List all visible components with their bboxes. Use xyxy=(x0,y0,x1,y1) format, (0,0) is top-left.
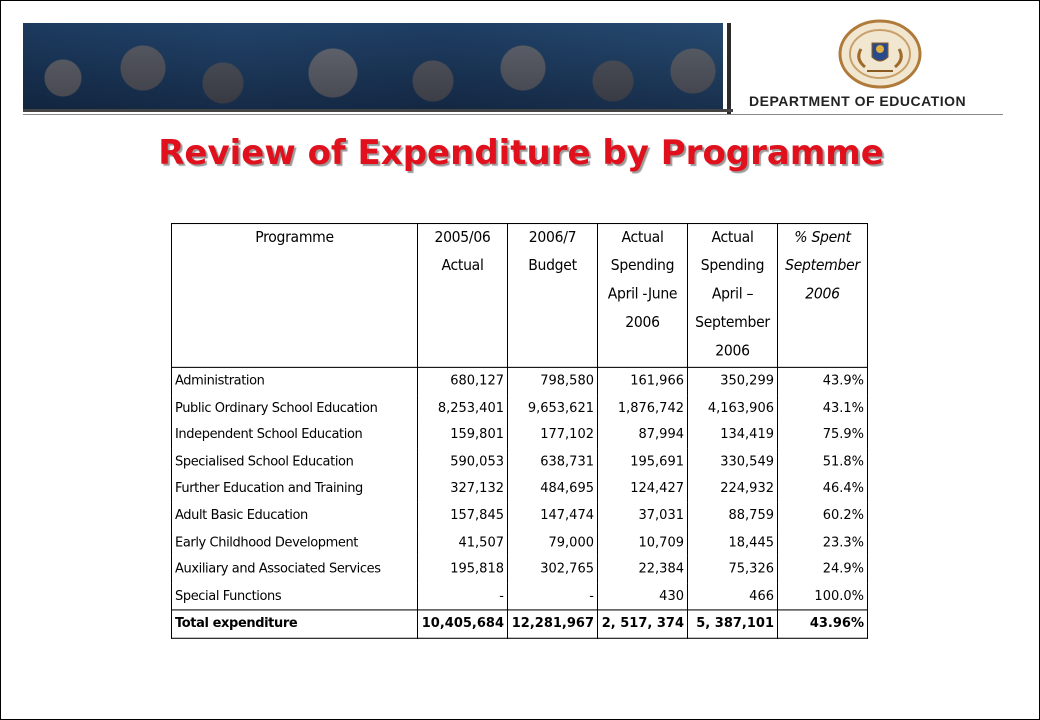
row-2006-budget: 484,695 xyxy=(507,475,598,503)
row-2005-actual: 159,801 xyxy=(417,421,508,449)
header-rule-thin xyxy=(23,114,1003,115)
row-spend-apr-sep: 88,759 xyxy=(687,502,778,530)
row-spend-apr-jun: 430 xyxy=(597,582,688,611)
total-pct-spent: 43.96% xyxy=(777,609,868,639)
row-programme: Special Functions xyxy=(171,582,418,611)
row-pct-spent: 75.9% xyxy=(777,421,868,449)
row-pct-spent: 24.9% xyxy=(777,556,868,583)
header-2005-actual: 2005/06 Actual xyxy=(417,222,508,368)
row-spend-apr-jun: 10,709 xyxy=(597,529,688,557)
total-spend-apr-jun: 2, 517, 374 xyxy=(597,609,688,639)
row-2005-actual: 41,507 xyxy=(417,529,508,557)
row-2006-budget: 638,731 xyxy=(507,448,598,476)
row-pct-spent: 23.3% xyxy=(777,529,868,557)
table-row: Early Childhood Development 41,507 79,000 1… xyxy=(171,529,868,557)
total-label: Total expenditure xyxy=(171,609,418,639)
children-photo-banner xyxy=(23,23,723,109)
row-2006-budget: 147,474 xyxy=(507,502,598,530)
row-spend-apr-jun: 87,994 xyxy=(597,421,688,449)
row-pct-spent: 43.9% xyxy=(777,367,868,395)
row-programme: Public Ordinary School Education xyxy=(171,394,418,422)
row-programme: Early Childhood Development xyxy=(171,529,418,557)
header-programme: Programme xyxy=(171,222,418,368)
row-spend-apr-sep: 330,549 xyxy=(687,448,778,476)
header-spend-apr-jun-text: Actual Spending April -June 2006 xyxy=(607,229,678,332)
table-row: Further Education and Training 327,132 484… xyxy=(171,475,868,503)
row-programme: Independent School Education xyxy=(171,421,418,449)
row-spend-apr-jun: 161,966 xyxy=(597,367,688,395)
header-spend-apr-sep-text: Actual Spending April – September 2006 xyxy=(695,229,770,360)
row-2006-budget: 79,000 xyxy=(507,529,598,557)
row-spend-apr-sep: 224,932 xyxy=(687,475,778,503)
department-name: DEPARTMENT OF EDUCATION xyxy=(749,93,967,109)
header-divider xyxy=(727,23,731,115)
row-programme: Further Education and Training xyxy=(171,475,418,503)
expenditure-table: Programme 2005/06 Actual 2006/7 Budget A… xyxy=(171,222,868,639)
total-row: Total expenditure 10,405,684 12,281,967 … xyxy=(171,609,868,639)
row-spend-apr-sep: 134,419 xyxy=(687,421,778,449)
row-spend-apr-jun: 1,876,742 xyxy=(597,394,688,422)
row-spend-apr-sep: 75,326 xyxy=(687,556,778,583)
row-pct-spent: 43.1% xyxy=(777,394,868,422)
row-programme: Adult Basic Education xyxy=(171,502,418,530)
total-2005-actual: 10,405,684 xyxy=(417,609,508,639)
table-row: Independent School Education 159,801 177,1… xyxy=(171,421,868,449)
row-spend-apr-sep: 18,445 xyxy=(687,529,778,557)
row-2005-actual: 157,845 xyxy=(417,502,508,530)
row-pct-spent: 51.8% xyxy=(777,448,868,476)
header-rule xyxy=(23,109,733,112)
table-row: Administration 680,127 798,580 161,966 350,2… xyxy=(171,367,868,395)
header-2006-budget-text: 2006/7 Budget xyxy=(528,229,577,275)
row-spend-apr-jun: 195,691 xyxy=(597,448,688,476)
row-2005-actual: 327,132 xyxy=(417,475,508,503)
header-pct-spent: % Spent September 2006 xyxy=(777,222,868,368)
slide-title: Review of Expenditure by Programme xyxy=(158,133,884,173)
header-2006-budget: 2006/7 Budget xyxy=(507,222,598,368)
row-2005-actual: 680,127 xyxy=(417,367,508,395)
row-programme: Administration xyxy=(171,367,418,395)
header-pct-spent-text: % Spent September 2006 xyxy=(785,229,860,303)
table-row: Auxiliary and Associated Services 195,818… xyxy=(171,556,868,583)
total-spend-apr-sep: 5, 387,101 xyxy=(687,609,778,639)
gauteng-provincial-crest-icon xyxy=(838,19,922,89)
row-programme: Specialised School Education xyxy=(171,448,418,476)
header-2005-actual-text: 2005/06 Actual xyxy=(434,229,491,275)
row-spend-apr-jun: 37,031 xyxy=(597,502,688,530)
row-2006-budget: 798,580 xyxy=(507,367,598,395)
table-header-row: Programme 2005/06 Actual 2006/7 Budget A… xyxy=(171,222,868,368)
table-row: Adult Basic Education 157,845 147,474 37,03… xyxy=(171,502,868,530)
row-2005-actual: - xyxy=(417,582,508,611)
table-row: Specialised School Education 590,053 638,7… xyxy=(171,448,868,476)
header-spend-apr-sep: Actual Spending April – September 2006 xyxy=(687,222,778,368)
row-2006-budget: 177,102 xyxy=(507,421,598,449)
row-2006-budget: 9,653,621 xyxy=(507,394,598,422)
row-spend-apr-sep: 466 xyxy=(687,582,778,611)
row-spend-apr-sep: 4,163,906 xyxy=(687,394,778,422)
row-2005-actual: 8,253,401 xyxy=(417,394,508,422)
row-2006-budget: 302,765 xyxy=(507,556,598,583)
row-pct-spent: 46.4% xyxy=(777,475,868,503)
table-row: Special Functions - -430 466 100.0% xyxy=(171,582,868,611)
row-2005-actual: 195,818 xyxy=(417,556,508,583)
row-spend-apr-jun: 22,384 xyxy=(597,556,688,583)
banner-shade xyxy=(23,23,723,109)
table-row: Public Ordinary School Education 8,253,40… xyxy=(171,394,868,422)
row-2005-actual: 590,053 xyxy=(417,448,508,476)
row-spend-apr-sep: 350,299 xyxy=(687,367,778,395)
row-2006-budget: - xyxy=(507,582,598,611)
row-pct-spent: 60.2% xyxy=(777,502,868,530)
total-2006-budget: 12,281,967 xyxy=(507,609,598,639)
row-spend-apr-jun: 124,427 xyxy=(597,475,688,503)
row-programme: Auxiliary and Associated Services xyxy=(171,556,418,583)
header-spend-apr-jun: Actual Spending April -June 2006 xyxy=(597,222,688,368)
row-pct-spent: 100.0% xyxy=(777,582,868,611)
